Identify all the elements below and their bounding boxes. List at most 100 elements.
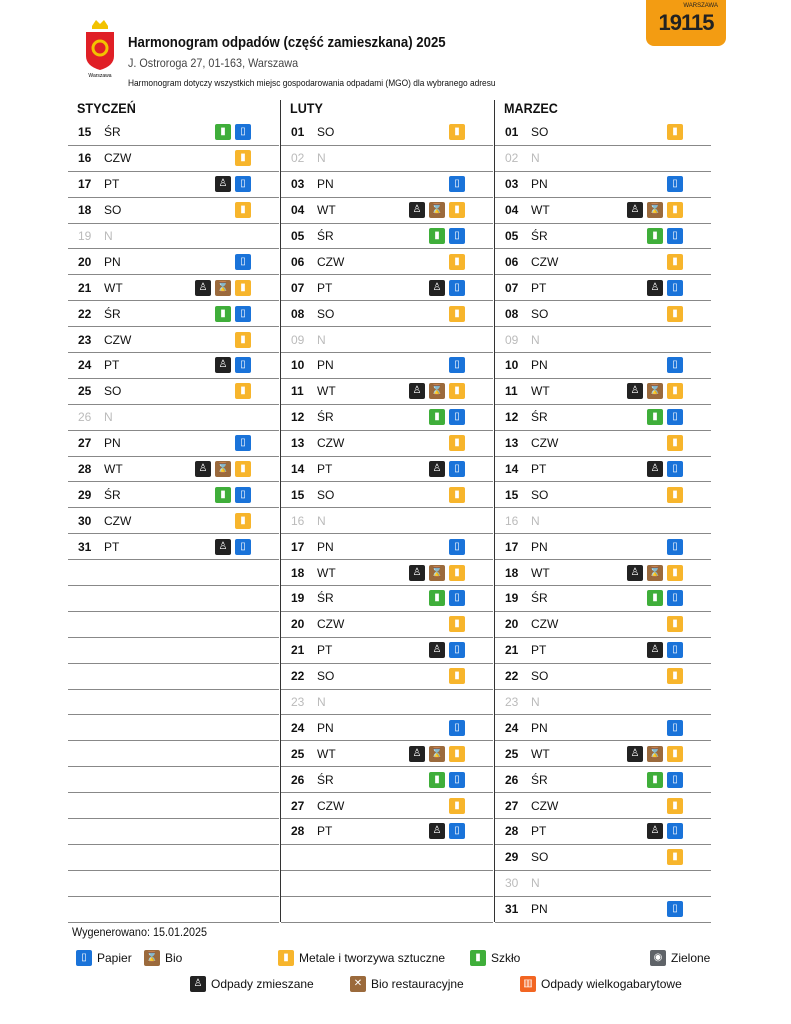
bio-icon: ⌛ — [647, 564, 663, 581]
day-row: 25 WT ♙ ⌛ ▮ — [281, 741, 493, 768]
collection-icons: ♙ ⌛ ▮ — [627, 745, 711, 762]
day-number: 25 — [505, 746, 519, 761]
bio-icon: ⌛ — [647, 745, 663, 762]
day-number: 04 — [291, 203, 305, 218]
metal-plastic-icon: ▮ — [667, 435, 683, 452]
empty-row — [68, 612, 279, 638]
day-number: 17 — [291, 539, 305, 554]
empty-row — [68, 638, 279, 664]
day-row: 14 PT ♙ ▯ — [495, 457, 711, 483]
warsaw-19115-logo: WARSZAWA 19115 — [646, 0, 726, 46]
collection-icons: ♙ ▯ — [647, 279, 711, 296]
day-number: 07 — [291, 280, 305, 295]
day-row: 23 N — [281, 690, 493, 716]
metal-plastic-icon: ▮ — [235, 279, 251, 296]
day-row: 26 N — [68, 405, 279, 431]
glass-icon: ▮ — [215, 486, 231, 503]
day-row: 29 ŚR ▮ ▯ — [68, 482, 279, 509]
collection-icons: ▮ — [449, 668, 493, 685]
day-number: 02 — [505, 151, 519, 166]
collection-icons: ▯ — [235, 253, 279, 270]
day-row: 10 PN ▯ — [281, 353, 493, 379]
day-number: 01 — [505, 125, 519, 140]
weekday: CZW — [317, 617, 345, 632]
day-row: 01 SO ▮ — [495, 120, 711, 146]
metal-plastic-icon: ▮ — [667, 486, 683, 503]
collection-icons: ▮ ▯ — [215, 124, 279, 141]
collection-icons: ▯ — [449, 176, 493, 193]
weekday: N — [317, 332, 326, 347]
collection-icons: ▮ — [667, 616, 711, 633]
day-number: 18 — [78, 203, 92, 218]
day-row: 24 PN ▯ — [281, 715, 493, 742]
paper-icon: ▯ — [667, 409, 683, 426]
collection-icons: ▮ — [667, 124, 711, 141]
bio-icon: ⌛ — [429, 383, 445, 400]
bio-icon: ⌛ — [429, 564, 445, 581]
weekday: N — [317, 695, 326, 710]
day-number: 21 — [505, 643, 519, 658]
day-row: 01 SO ▮ — [281, 120, 493, 146]
day-number: 03 — [291, 177, 305, 192]
day-number: 25 — [78, 384, 92, 399]
collection-icons: ♙ ▯ — [215, 176, 279, 193]
day-row: 26 ŚR ▮ ▯ — [281, 767, 493, 794]
mixed-waste-icon: ♙ — [429, 642, 445, 659]
day-number: 04 — [505, 203, 519, 218]
metal-plastic-icon: ▮ — [235, 461, 251, 478]
paper-icon: ▯ — [667, 357, 683, 374]
empty-row — [281, 845, 493, 871]
weekday: N — [531, 151, 540, 166]
day-number: 17 — [505, 539, 519, 554]
collection-icons: ▮ — [235, 150, 279, 167]
day-row: 22 ŚR ▮ ▯ — [68, 301, 279, 328]
day-row: 06 CZW ▮ — [495, 249, 711, 276]
metal-plastic-icon: ▮ — [449, 486, 465, 503]
month-column-february: LUTY 01 SO ▮ 02 N 03 PN ▯ 04 WT ♙ ⌛ ▮ 05 ŚR ▮ ▯ 06 CZW ▮ 07 PT… — [280, 100, 493, 923]
legend-label: Odpady wielkogabarytowe — [541, 977, 682, 991]
weekday: WT — [531, 565, 550, 580]
day-number: 18 — [505, 565, 519, 580]
metal-plastic-icon: ▮ — [667, 564, 683, 581]
weekday: PN — [531, 177, 548, 192]
legend-item: ▮ Szkło — [470, 950, 520, 966]
day-row: 06 CZW ▮ — [281, 249, 493, 276]
paper-icon: ▯ — [667, 461, 683, 478]
day-number: 31 — [505, 902, 519, 917]
weekday: PT — [317, 824, 333, 839]
mixed-waste-icon: ♙ — [195, 461, 211, 478]
empty-row — [68, 897, 279, 923]
glass-icon: ▮ — [429, 590, 445, 607]
day-row: 16 N — [495, 508, 711, 535]
paper-icon: ▯ — [667, 901, 683, 918]
day-number: 22 — [291, 669, 305, 684]
day-row: 05 ŚR ▮ ▯ — [495, 224, 711, 250]
day-number: 16 — [505, 513, 519, 528]
collection-icons: ♙ ⌛ ▮ — [409, 564, 493, 581]
weekday: PT — [104, 539, 120, 554]
day-row: 26 ŚR ▮ ▯ — [495, 767, 711, 794]
collection-icons: ♙ ▯ — [215, 538, 279, 555]
day-row: 03 PN ▯ — [495, 172, 711, 198]
day-row: 18 SO ▮ — [68, 198, 279, 224]
address: J. Ostroroga 27, 01-163, Warszawa — [128, 56, 299, 70]
day-row: 14 PT ♙ ▯ — [281, 457, 493, 483]
weekday: PT — [531, 824, 547, 839]
weekday: N — [531, 876, 540, 891]
weekday: PN — [531, 720, 548, 735]
metal-plastic-icon: ▮ — [449, 383, 465, 400]
collection-icons: ▮ ▯ — [215, 305, 279, 322]
day-row: 20 CZW ▮ — [281, 612, 493, 638]
metal-plastic-icon: ▮ — [667, 383, 683, 400]
weekday: WT — [531, 203, 550, 218]
day-row: 08 SO ▮ — [495, 301, 711, 328]
day-row: 13 CZW ▮ — [281, 431, 493, 457]
mixed-waste-icon: ♙ — [627, 383, 643, 400]
day-number: 06 — [291, 254, 305, 269]
empty-row — [68, 819, 279, 845]
page-title: Harmonogram odpadów (część zamieszkana) … — [128, 34, 446, 51]
weekday: ŚR — [104, 306, 121, 321]
mixed-waste-icon: ♙ — [429, 461, 445, 478]
empty-row — [68, 767, 279, 794]
weekday: WT — [104, 280, 123, 295]
